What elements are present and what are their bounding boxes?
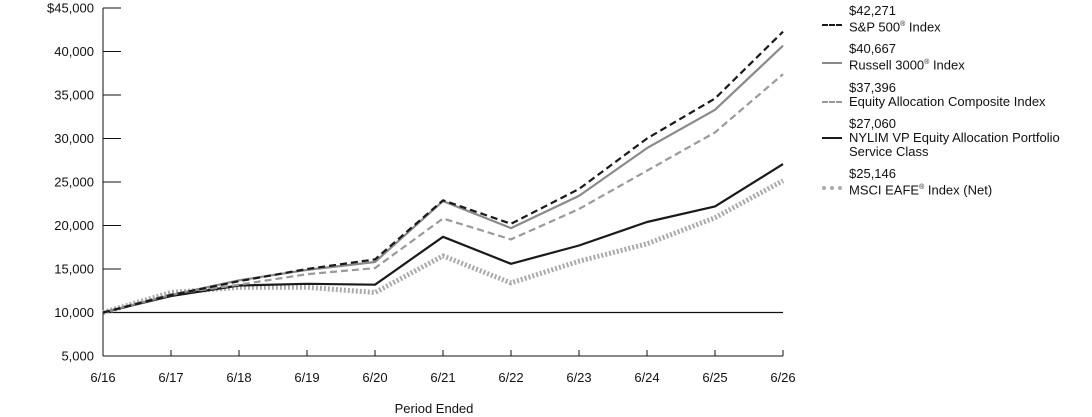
line-chart: $45,000 40,000 35,000 30,000 25,000 20,000 15,… <box>47 1 796 417</box>
y-tick-label: 35,000 <box>54 88 94 103</box>
x-tick-label: 6/19 <box>294 370 319 385</box>
legend-item-3: $27,060 NYLIM VP Equity Allocation Portfo… <box>822 115 1090 159</box>
y-tick-label: 40,000 <box>54 44 94 59</box>
legend-swatch <box>822 24 842 26</box>
x-tick-label: 6/24 <box>634 370 659 385</box>
x-tick-label: 6/26 <box>770 370 795 385</box>
legend-swatch <box>822 136 842 139</box>
y-tick-label: $45,000 <box>47 1 94 16</box>
legend-value-label: $40,667 <box>849 41 896 57</box>
legend-value-label: $27,060 <box>849 115 896 131</box>
y-tick-label: 25,000 <box>54 175 94 190</box>
y-tick-label: 30,000 <box>54 131 94 146</box>
y-tick-label: 5,000 <box>61 349 94 364</box>
y-axis-ticks: $45,000 40,000 35,000 30,000 25,000 20,000 15,… <box>47 1 121 364</box>
legend-item-0: $42,271 S&P 500® Index <box>822 4 1090 34</box>
x-tick-label: 6/23 <box>566 370 591 385</box>
legend-value-label: $37,396 <box>849 79 896 95</box>
x-tick-label: 6/22 <box>498 370 523 385</box>
x-tick-label: 6/25 <box>702 370 727 385</box>
legend-item-4: $25,146 MSCI EAFE® Index (Net) <box>822 165 1090 197</box>
x-tick-label: 6/21 <box>430 370 455 385</box>
series-line-2 <box>102 73 784 314</box>
legend-swatch <box>822 62 842 65</box>
x-tick-label: 6/16 <box>90 370 115 385</box>
legend-series-name: Russell 3000® Index <box>849 57 965 73</box>
y-tick-label: 10,000 <box>54 305 94 320</box>
x-tick-label: 6/20 <box>362 370 387 385</box>
legend-series-name: Equity Allocation Composite Index <box>849 93 1046 109</box>
chart-legend: $42,271 S&P 500® Index $40,667 Russell 3000… <box>822 4 1090 197</box>
x-tick-label: 6/18 <box>226 370 251 385</box>
legend-series-name-line2: Service Class <box>849 143 929 159</box>
legend-series-name: S&P 500® Index <box>849 19 941 35</box>
x-axis-title: Period Ended <box>395 401 474 416</box>
series-line-3 <box>102 163 784 314</box>
x-axis-ticks: 6/16 6/17 6/18 6/19 6/20 6/21 6/22 6/23 6/24 6/25… <box>90 350 796 385</box>
legend-value-label: $42,271 <box>849 3 896 18</box>
y-tick-label: 20,000 <box>54 218 94 233</box>
legend-item-1: $40,667 Russell 3000® Index <box>822 42 1090 72</box>
legend-swatch <box>822 100 842 103</box>
series-lines <box>102 30 785 315</box>
legend-item-2: $37,396 Equity Allocation Composite Index <box>822 79 1090 109</box>
legend-swatch <box>822 185 842 190</box>
legend-series-name: MSCI EAFE® Index (Net) <box>849 181 993 197</box>
x-tick-label: 6/17 <box>158 370 183 385</box>
legend-series-name: NYLIM VP Equity Allocation Portfolio <box>849 129 1060 145</box>
series-line-0 <box>102 30 784 314</box>
y-tick-label: 15,000 <box>54 262 94 277</box>
series-line-1 <box>102 44 784 314</box>
legend-value-label: $25,146 <box>849 165 896 181</box>
